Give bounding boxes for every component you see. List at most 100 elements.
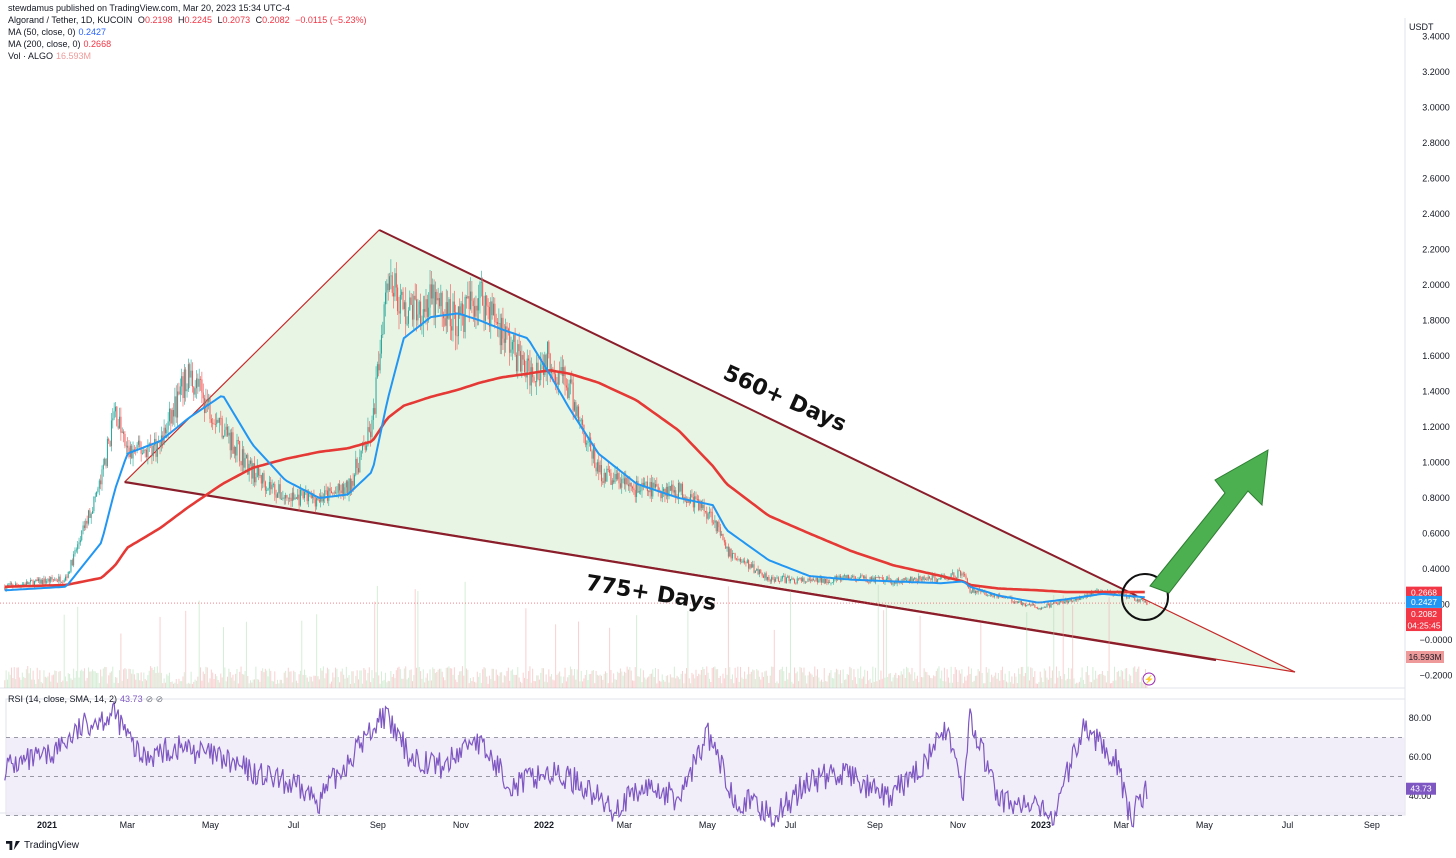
candle-body — [1077, 597, 1079, 601]
volume-bar — [164, 682, 166, 688]
candle-body — [476, 305, 478, 311]
volume-bar — [567, 677, 569, 688]
candle-body — [213, 423, 215, 425]
settings-icon[interactable]: ⊘ ⊘ — [145, 694, 164, 704]
price-tick-label: 2.0000 — [1422, 280, 1450, 290]
time-tick-label: Nov — [453, 820, 470, 830]
volume-bar — [785, 666, 787, 688]
candle-body — [557, 372, 559, 385]
candle-body — [789, 579, 791, 582]
candle-body — [613, 480, 615, 483]
volume-legend[interactable]: Vol · ALGO 16.593M — [8, 51, 92, 61]
volume-bar — [804, 675, 806, 688]
volume-bar — [1003, 680, 1005, 688]
ma200-legend[interactable]: MA (200, close, 0) 0.2668 — [8, 39, 112, 49]
volume-value: 16.593M — [56, 51, 92, 61]
volume-bar — [613, 673, 615, 688]
rsi-legend[interactable]: RSI (14, close, SMA, 14, 2) 43.73 ⊘ ⊘ — [8, 694, 164, 704]
candle-body — [582, 419, 584, 425]
volume-bar — [650, 673, 652, 688]
candle-body — [993, 594, 995, 597]
candle-body — [424, 309, 426, 312]
volume-bar — [467, 669, 469, 688]
candle-body — [1142, 598, 1144, 602]
candle-body — [880, 577, 882, 579]
candle-body — [1046, 603, 1048, 608]
candle-body — [935, 580, 937, 582]
volume-bar — [513, 674, 515, 688]
volume-bar — [586, 669, 588, 688]
countdown-badge-bg — [1406, 620, 1442, 632]
candle-body — [764, 573, 766, 578]
volume-bar — [313, 675, 315, 688]
price-tick-label: −0.2000 — [1420, 671, 1453, 681]
candle-body — [538, 379, 540, 381]
candle-body — [349, 478, 351, 492]
volume-bar — [556, 674, 558, 688]
candle-body — [926, 578, 928, 580]
volume-bar — [598, 675, 600, 688]
volume-bar — [1077, 683, 1079, 688]
candle-body — [927, 576, 929, 580]
volume-bar — [1095, 670, 1097, 688]
candle-body — [56, 580, 58, 582]
candle-body — [560, 367, 562, 374]
volume-bar — [1097, 674, 1099, 688]
candle-body — [972, 588, 974, 593]
wedge-left-edge — [124, 229, 380, 483]
candle-body — [745, 562, 747, 564]
candle-body — [923, 576, 925, 580]
candle-body — [767, 576, 769, 580]
volume-bar — [660, 681, 662, 688]
candle-body — [731, 553, 733, 559]
volume-bar — [339, 682, 341, 688]
candle-body — [700, 500, 702, 508]
price-tick-label: 3.0000 — [1422, 103, 1450, 113]
volume-bar — [713, 667, 715, 688]
volume-bar — [754, 679, 756, 688]
candle-body — [777, 577, 779, 582]
volume-bar — [609, 627, 611, 688]
volume-bar — [1135, 671, 1137, 688]
volume-bar — [502, 682, 504, 688]
candle-body — [225, 426, 227, 430]
candle-body — [974, 591, 976, 593]
candle-body — [787, 576, 789, 578]
candle-body — [780, 578, 782, 582]
volume-bar — [922, 677, 924, 688]
candle-body — [885, 578, 887, 581]
volume-bar — [498, 676, 500, 688]
volume-bar — [139, 680, 141, 688]
candle-body — [715, 520, 717, 532]
volume-bar — [370, 682, 372, 688]
candle-body — [1032, 604, 1034, 605]
candle-body — [706, 511, 708, 519]
candle-body — [1059, 601, 1061, 602]
candle-body — [1030, 604, 1032, 606]
volume-bar — [1111, 682, 1113, 688]
volume-bar — [70, 678, 72, 688]
ma50-legend[interactable]: MA (50, close, 0) 0.2427 — [8, 27, 107, 37]
volume-bar — [401, 678, 403, 688]
volume-bar — [865, 683, 867, 688]
volume-bar — [965, 680, 967, 688]
volume-bar — [1086, 666, 1088, 688]
candle-body — [575, 402, 577, 417]
volume-bar — [572, 675, 574, 688]
candle-body — [179, 386, 181, 395]
volume-bar — [775, 682, 777, 688]
volume-bar — [506, 671, 508, 688]
candle-body — [451, 326, 453, 331]
candle-body — [511, 342, 513, 350]
volume-bar — [31, 679, 33, 688]
volume-bar — [796, 671, 798, 688]
price-tick-label: 1.6000 — [1422, 351, 1450, 361]
candle-body — [1051, 603, 1053, 605]
volume-bar — [779, 669, 781, 688]
candle-body — [390, 275, 392, 277]
volume-bar — [1061, 679, 1063, 688]
volume-bar — [667, 675, 669, 688]
candle-body — [140, 447, 142, 454]
candle-body — [339, 483, 341, 491]
candle-body — [1073, 600, 1075, 602]
